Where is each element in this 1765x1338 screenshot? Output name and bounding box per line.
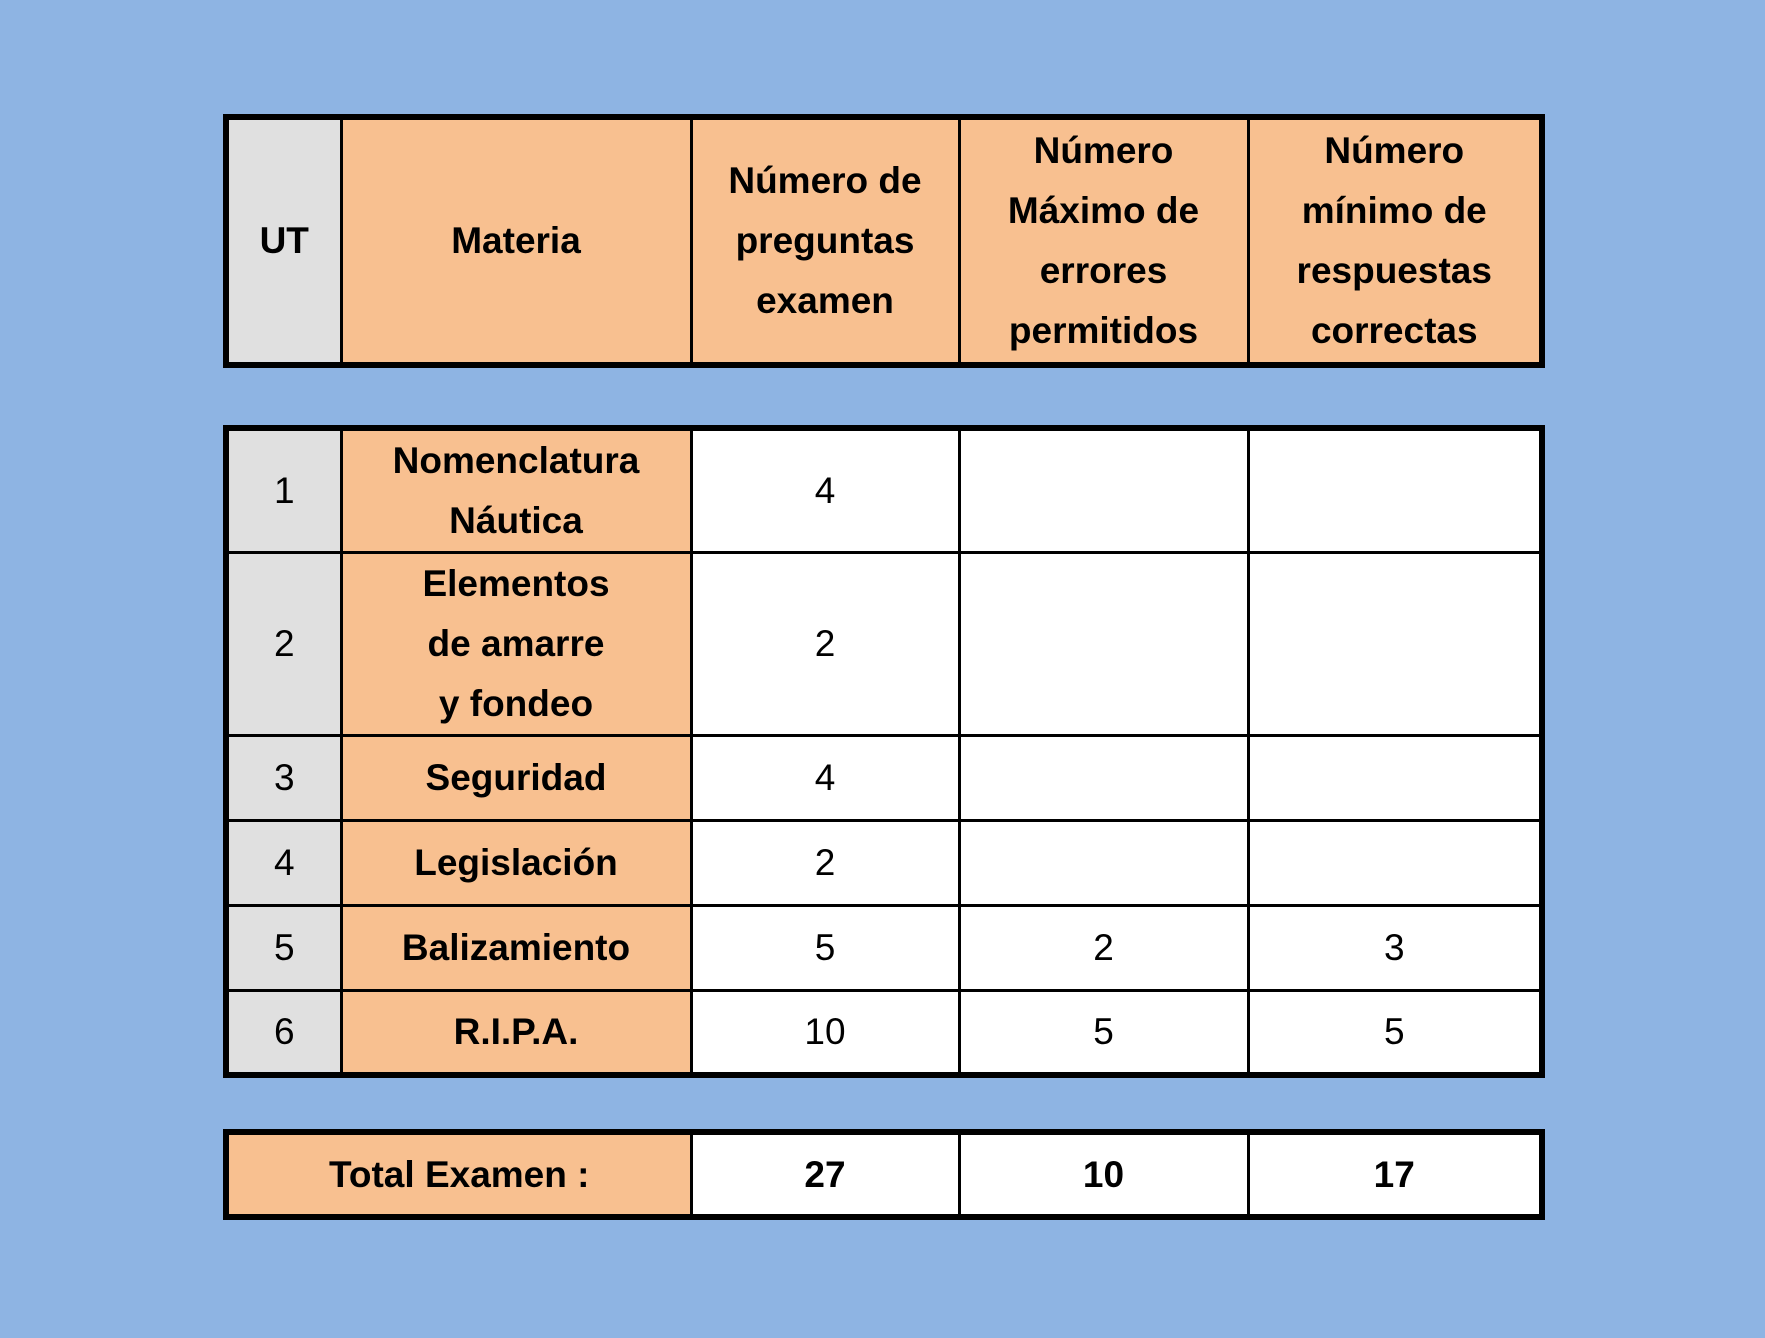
header-table: UT Materia Número de preguntas examen Nú…	[223, 114, 1545, 368]
preguntas-cell: 4	[689, 426, 961, 554]
total-label: Total Examen :	[224, 1130, 693, 1219]
correctas-cell: 5	[1246, 989, 1544, 1076]
errores-cell	[957, 551, 1250, 737]
ut-cell: 4	[224, 819, 343, 907]
table-row: 2 Elementos de amarre y fondeo 2	[224, 551, 1544, 737]
materia-cell: Seguridad	[339, 734, 693, 822]
preguntas-cell: 2	[689, 819, 961, 907]
subjects-table: 1 Nomenclatura Náutica 4 2 Elementos de …	[223, 425, 1545, 1078]
preguntas-cell: 5	[689, 904, 961, 992]
ut-cell: 2	[224, 551, 343, 737]
materia-cell: Balizamiento	[339, 904, 693, 992]
table-row: 3 Seguridad 4	[224, 734, 1544, 822]
errores-cell	[957, 819, 1250, 907]
correctas-cell	[1246, 426, 1544, 554]
materia-cell: Legislación	[339, 819, 693, 907]
total-preguntas: 27	[689, 1130, 961, 1219]
materia-cell: R.I.P.A.	[339, 989, 693, 1076]
materia-cell: Elementos de amarre y fondeo	[339, 551, 693, 737]
ut-cell: 1	[224, 426, 343, 554]
header-preguntas: Número de preguntas examen	[689, 115, 961, 367]
header-correctas: Número mínimo de respuestas correctas	[1246, 115, 1544, 367]
materia-cell: Nomenclatura Náutica	[339, 426, 693, 554]
total-table: Total Examen : 27 10 17	[223, 1129, 1545, 1220]
preguntas-cell: 2	[689, 551, 961, 737]
ut-cell: 6	[224, 989, 343, 1076]
table-row: 4 Legislación 2	[224, 819, 1544, 907]
table-row: 6 R.I.P.A. 10 5 5	[224, 989, 1544, 1076]
correctas-cell	[1246, 734, 1544, 822]
header-materia: Materia	[339, 115, 693, 367]
table-row: 1 Nomenclatura Náutica 4	[224, 426, 1544, 554]
errores-cell: 5	[957, 989, 1250, 1076]
preguntas-cell: 4	[689, 734, 961, 822]
ut-cell: 3	[224, 734, 343, 822]
errores-cell	[957, 426, 1250, 554]
header-errores: Número Máximo de errores permitidos	[957, 115, 1250, 367]
errores-cell	[957, 734, 1250, 822]
errores-cell: 2	[957, 904, 1250, 992]
correctas-cell: 3	[1246, 904, 1544, 992]
total-row: Total Examen : 27 10 17	[224, 1130, 1544, 1219]
header-row: UT Materia Número de preguntas examen Nú…	[224, 115, 1544, 367]
table-row: 5 Balizamiento 5 2 3	[224, 904, 1544, 992]
header-ut: UT	[224, 115, 343, 367]
total-errores: 10	[957, 1130, 1250, 1219]
total-correctas: 17	[1246, 1130, 1544, 1219]
correctas-cell	[1246, 551, 1544, 737]
correctas-cell	[1246, 819, 1544, 907]
ut-cell: 5	[224, 904, 343, 992]
preguntas-cell: 10	[689, 989, 961, 1076]
